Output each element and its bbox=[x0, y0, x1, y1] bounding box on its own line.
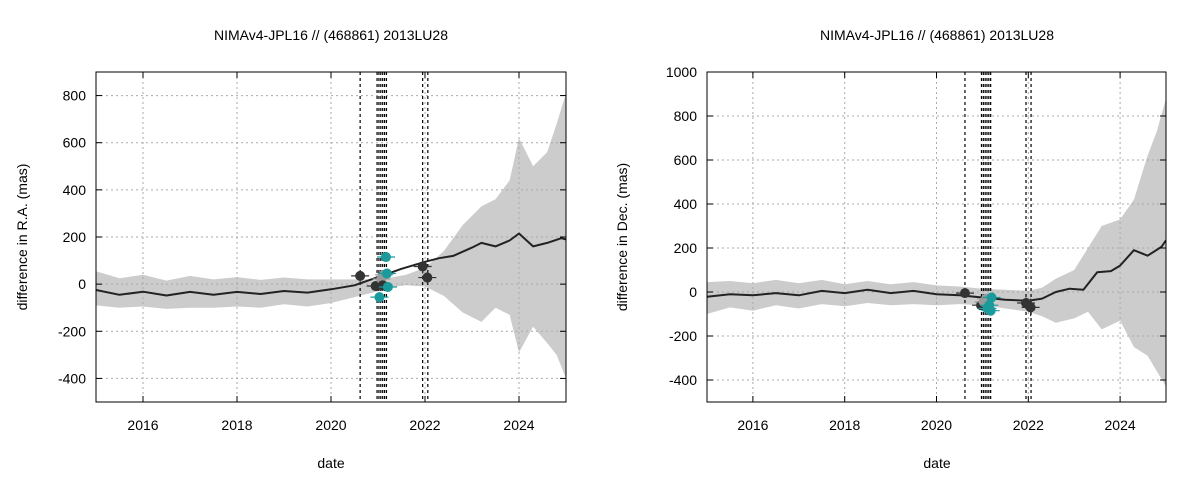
x-axis-label: date bbox=[923, 455, 950, 471]
x-tick-label: 2024 bbox=[1105, 417, 1136, 433]
y-tick-label: 1000 bbox=[666, 64, 697, 80]
x-tick-label: 2020 bbox=[921, 417, 952, 433]
x-tick-label: 2018 bbox=[221, 417, 252, 433]
y-tick-label: 200 bbox=[63, 229, 87, 245]
y-tick-label: -400 bbox=[58, 370, 86, 386]
x-axis-label: date bbox=[317, 455, 344, 471]
observation-point bbox=[417, 261, 428, 272]
chart-title: NIMAv4-JPL16 // (468861) 2013LU28 bbox=[214, 27, 448, 43]
plot-area bbox=[707, 72, 1166, 402]
observation-point bbox=[382, 281, 393, 292]
y-tick-label: -200 bbox=[58, 323, 86, 339]
y-axis-label: difference in Dec. (mas) bbox=[614, 163, 630, 311]
observation-point bbox=[374, 292, 385, 303]
y-axis-label: difference in R.A. (mas) bbox=[14, 164, 30, 311]
observation-point bbox=[1025, 302, 1036, 313]
x-tick-label: 2020 bbox=[315, 417, 346, 433]
y-tick-label: 0 bbox=[78, 276, 86, 292]
observation-point bbox=[959, 288, 970, 299]
y-tick-label: -200 bbox=[669, 328, 697, 344]
observation-point bbox=[355, 270, 366, 281]
chart-title: NIMAv4-JPL16 // (468861) 2013LU28 bbox=[820, 27, 1054, 43]
y-tick-label: 400 bbox=[63, 182, 87, 198]
x-tick-label: 2024 bbox=[503, 417, 534, 433]
observation-point bbox=[985, 305, 996, 316]
y-tick-label: 400 bbox=[674, 196, 698, 212]
observation-point bbox=[422, 272, 433, 283]
x-tick-label: 2016 bbox=[127, 417, 158, 433]
observation-point bbox=[381, 268, 392, 279]
x-tick-label: 2018 bbox=[829, 417, 860, 433]
observation-point bbox=[986, 292, 997, 303]
x-tick-label: 2022 bbox=[1013, 417, 1044, 433]
y-tick-label: 800 bbox=[63, 88, 87, 104]
uncertainty-band bbox=[96, 93, 566, 379]
y-tick-label: -400 bbox=[669, 372, 697, 388]
observation-point bbox=[380, 252, 391, 263]
y-tick-label: 600 bbox=[674, 152, 698, 168]
y-tick-label: 800 bbox=[674, 108, 698, 124]
y-tick-label: 200 bbox=[674, 240, 698, 256]
y-tick-label: 0 bbox=[689, 284, 697, 300]
dec-difference-chart: NIMAv4-JPL16 // (468861) 2013LU28 date d… bbox=[614, 27, 1167, 471]
plot-area bbox=[96, 72, 566, 402]
x-tick-label: 2016 bbox=[737, 417, 768, 433]
x-tick-label: 2022 bbox=[409, 417, 440, 433]
uncertainty-band bbox=[707, 98, 1166, 387]
y-tick-label: 600 bbox=[63, 135, 87, 151]
ra-difference-chart: NIMAv4-JPL16 // (468861) 2013LU28 date d… bbox=[14, 27, 567, 471]
